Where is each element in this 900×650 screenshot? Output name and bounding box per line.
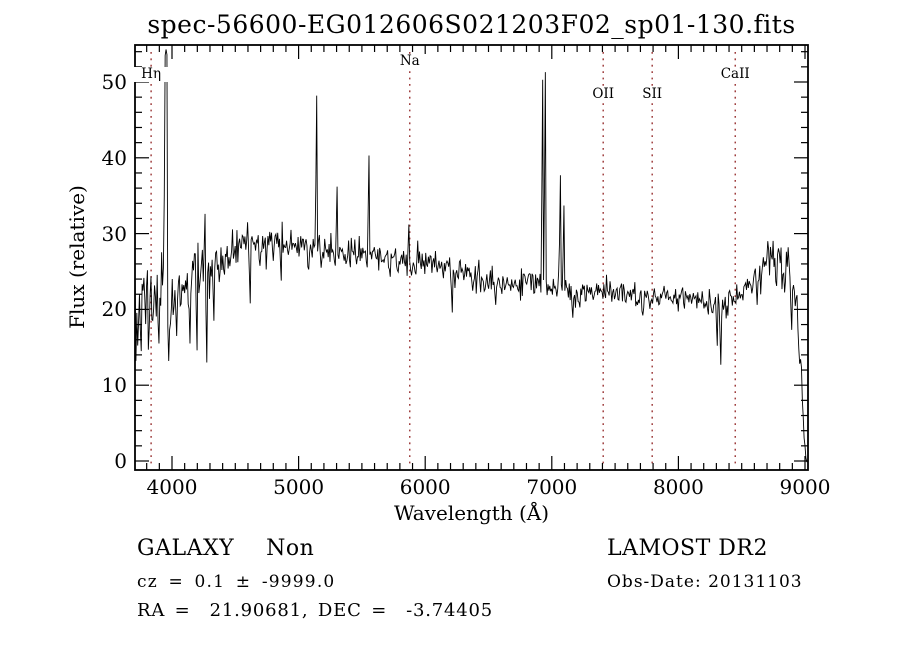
- x-tick-label: 5000: [273, 475, 325, 499]
- x-tick-label: 6000: [399, 475, 451, 499]
- line-label-SII: SII: [628, 87, 677, 102]
- spectrum-line: [134, 49, 808, 463]
- ra-dec-value: RA = 21.90681, DEC = -3.74405: [137, 600, 494, 621]
- plot-frame: [134, 44, 809, 471]
- plot-title: spec-56600-EG012606S021203F02_sp01-130.f…: [147, 10, 796, 39]
- obs-date-value: Obs-Date: 20131103: [607, 572, 803, 592]
- spectral-line-markers: [150, 52, 736, 468]
- x-axis-title: Wavelength (Å): [393, 501, 550, 525]
- y-tick-label: 50: [101, 70, 127, 94]
- survey-label: LAMOST DR2: [607, 536, 768, 561]
- x-tick-label: 4000: [146, 475, 198, 499]
- line-label-OII: OII: [579, 87, 628, 102]
- y-tick-label: 0: [114, 449, 127, 473]
- x-tick-label: 8000: [652, 475, 704, 499]
- line-label-Na: Na: [385, 54, 434, 69]
- x-tick-label: 7000: [526, 475, 578, 499]
- class-label: GALAXY: [137, 536, 235, 561]
- line-label-CaII: CaII: [711, 67, 760, 82]
- line-label-Hη: Hη: [127, 67, 176, 82]
- y-tick-label: 30: [101, 221, 127, 246]
- x-tick-label: 9000: [779, 475, 831, 499]
- classification-row: GALAXY Non: [137, 536, 314, 561]
- y-tick-label: 20: [101, 297, 127, 322]
- y-tick-label: 10: [101, 373, 127, 398]
- subclass-label: Non: [266, 536, 315, 561]
- cz-value: cz = 0.1 ± -9999.0: [137, 572, 336, 592]
- y-tick-label: 40: [101, 145, 127, 170]
